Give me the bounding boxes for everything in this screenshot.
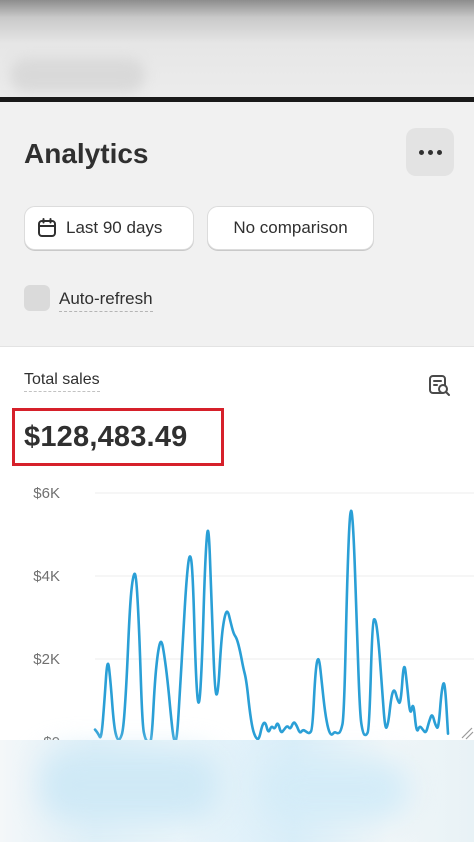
auto-refresh-label[interactable]: Auto-refresh: [59, 289, 153, 312]
top-divider: [0, 97, 474, 102]
status-bar-blurred: [0, 0, 474, 97]
y-tick-label: $6K: [33, 485, 60, 502]
more-horizontal-icon: [418, 149, 424, 155]
bottom-content-blurred: [0, 740, 474, 842]
report-search-icon[interactable]: [427, 373, 451, 397]
value-highlight-box: [12, 408, 224, 466]
auto-refresh-checkbox[interactable]: [24, 285, 50, 311]
total-sales-value: $128,483.49: [24, 421, 188, 453]
y-tick-label: $4K: [33, 568, 60, 585]
calendar-icon: [38, 218, 56, 237]
date-range-button[interactable]: Last 90 days: [24, 206, 194, 250]
comparison-label: No comparison: [233, 218, 348, 237]
chart-y-ticks: $6K $4K $2K $0: [33, 485, 60, 742]
y-tick-label: $2K: [33, 651, 60, 668]
resize-handle-icon[interactable]: [461, 727, 474, 740]
comparison-button[interactable]: No comparison: [207, 206, 374, 250]
page-title: Analytics: [24, 138, 149, 169]
sales-series-line[interactable]: [93, 509, 450, 742]
sales-line-chart: $6K $4K $2K $0: [33, 485, 474, 742]
chart-series: [93, 509, 450, 742]
analytics-header: Analytics Last 90 days No comparison Aut…: [0, 102, 474, 347]
y-tick-label: $0: [43, 734, 60, 742]
chart-gridlines: [95, 492, 474, 742]
date-range-label: Last 90 days: [66, 218, 163, 237]
total-sales-label[interactable]: Total sales: [24, 371, 100, 392]
more-actions-button[interactable]: [406, 128, 454, 176]
